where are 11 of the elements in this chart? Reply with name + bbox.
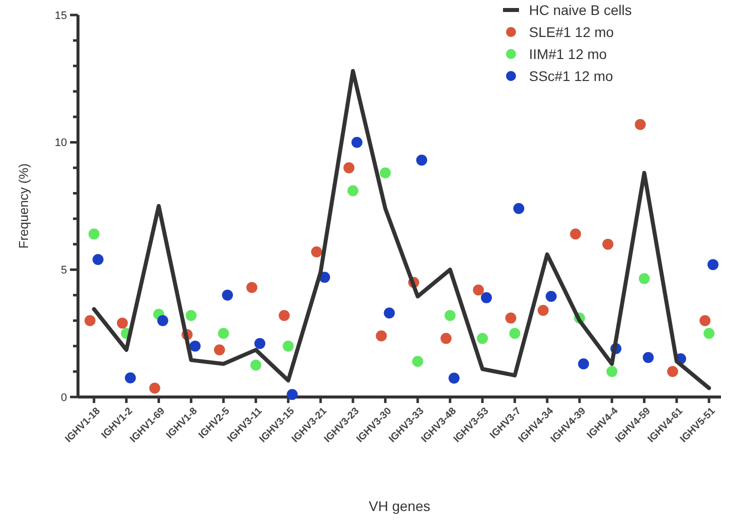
- x-axis-title: VH genes: [368, 498, 430, 514]
- line-series: [92, 69, 711, 390]
- y-tick-label: 10: [54, 137, 67, 150]
- legend-label: SLE#1 12 mo: [529, 24, 614, 40]
- y-axis-title: Frequency (%): [16, 163, 31, 249]
- y-tick-label: 0: [60, 392, 67, 404]
- legend-label: IIM#1 12 mo: [529, 46, 608, 62]
- y-tick-label: 15: [54, 10, 67, 22]
- legend-label: HC naive B cells: [529, 2, 632, 18]
- y-tick-label: 5: [60, 264, 67, 277]
- legend-label: SSc#1 12 mo: [529, 68, 614, 84]
